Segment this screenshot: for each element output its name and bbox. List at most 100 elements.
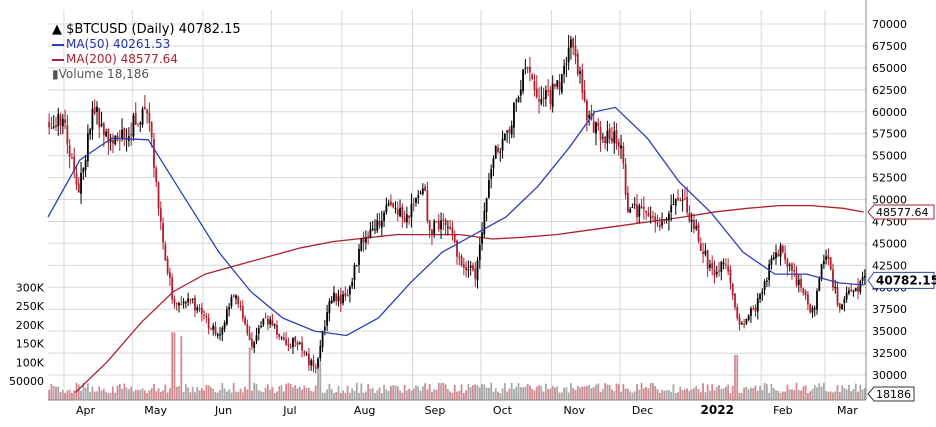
- volume-bar: [626, 388, 629, 400]
- volume-bar: [863, 388, 866, 400]
- x-tick-label: Mar: [837, 404, 858, 417]
- x-tick-label: Sep: [425, 404, 446, 417]
- candle-body: [845, 292, 848, 300]
- volume-bar: [282, 391, 285, 400]
- candle-body: [631, 207, 634, 209]
- volume-bar: [178, 385, 180, 400]
- candle-body: [444, 219, 447, 226]
- volume-bar: [779, 392, 782, 400]
- candle-body: [364, 237, 367, 243]
- candle-body: [458, 256, 461, 258]
- volume-bar: [426, 389, 429, 400]
- last-price-badge-label: 40782.15: [876, 273, 936, 287]
- candle-body: [164, 244, 167, 261]
- candle-body: [184, 302, 187, 304]
- candle-body: [601, 137, 604, 139]
- volume-bar: [672, 384, 675, 400]
- legend-volume-row: ▮Volume 18,186: [52, 67, 241, 82]
- price-tick-label: 57500: [872, 128, 907, 141]
- volume-bar: [93, 391, 96, 400]
- volume-bar: [859, 384, 862, 400]
- candle-body: [768, 264, 771, 281]
- candle-body: [565, 63, 568, 65]
- candle-body: [162, 223, 164, 243]
- volume-bar: [415, 385, 417, 400]
- candle-body: [169, 272, 171, 278]
- volume-bar: [364, 391, 367, 400]
- price-tick-label: 32500: [872, 347, 907, 360]
- candle-body: [191, 299, 194, 301]
- candle-body: [693, 220, 695, 229]
- candle-body: [535, 88, 538, 98]
- candle-body: [754, 307, 757, 312]
- candle-body: [399, 207, 401, 217]
- volume-bar: [80, 390, 82, 400]
- volume-bar: [337, 385, 340, 400]
- price-tick-label: 52500: [872, 172, 907, 185]
- volume-bar: [143, 390, 146, 400]
- candle-body: [355, 265, 358, 267]
- volume-bar: [440, 383, 442, 400]
- candle-body: [765, 280, 768, 282]
- candle-body: [517, 96, 520, 102]
- volume-bar: [583, 386, 586, 400]
- candle-body: [542, 97, 545, 100]
- volume-bar: [323, 392, 326, 400]
- volume-bar: [709, 390, 711, 400]
- grid-lines: [48, 10, 866, 400]
- volume-bar: [490, 382, 493, 400]
- price-tick-label: 37500: [872, 303, 907, 316]
- volume-bar: [654, 386, 657, 400]
- volume-bar: [241, 392, 244, 400]
- candle-body: [526, 66, 529, 69]
- volume-bar: [756, 390, 759, 400]
- volume-bar: [681, 390, 684, 400]
- candle-body: [822, 260, 825, 265]
- volume-bar: [446, 388, 449, 400]
- volume-bar: [747, 389, 750, 400]
- volume-bar: [237, 391, 240, 400]
- volume-bar: [401, 392, 404, 400]
- candle-body: [330, 300, 333, 303]
- candle-body: [668, 213, 670, 221]
- volume-bar: [592, 387, 595, 400]
- volume-bar: [485, 387, 488, 400]
- candle-body: [287, 343, 290, 346]
- candle-body: [736, 306, 739, 319]
- candle-body: [112, 140, 114, 144]
- volume-bar: [191, 386, 194, 400]
- volume-bar: [435, 389, 438, 400]
- candle-body: [294, 336, 297, 342]
- ma50-line: [47, 106, 864, 337]
- volume-bar: [312, 391, 315, 400]
- volume-bar: [702, 383, 704, 400]
- volume-bar: [843, 388, 846, 400]
- candle-body: [750, 308, 752, 316]
- candle-body: [403, 217, 406, 222]
- volume-bar: [278, 386, 281, 400]
- candle-body: [588, 114, 591, 118]
- volume-bar: [538, 385, 540, 400]
- candle-body: [198, 308, 201, 310]
- candle-body: [323, 326, 326, 331]
- candle-body: [118, 140, 121, 142]
- volume-bar: [576, 385, 579, 400]
- volume-bar: [617, 384, 620, 400]
- price-tick-label: 62500: [872, 84, 907, 97]
- candle-body: [583, 90, 586, 101]
- candle-body: [257, 327, 260, 334]
- volume-bar: [800, 390, 802, 400]
- volume-tick-label: 250K: [16, 300, 45, 313]
- candle-body: [390, 201, 392, 205]
- price-tick-label: 55000: [872, 150, 907, 163]
- price-tick-label: 60000: [872, 106, 907, 119]
- volume-bar: [130, 386, 133, 400]
- volume-bar: [563, 387, 565, 400]
- volume-bar: [134, 389, 137, 400]
- price-tick-label: 30000: [872, 369, 907, 382]
- candle-body: [522, 69, 524, 92]
- volume-bar: [421, 386, 424, 400]
- volume-bar: [718, 385, 720, 400]
- candle-body: [451, 227, 454, 235]
- volume-tick-label: 200K: [16, 319, 45, 332]
